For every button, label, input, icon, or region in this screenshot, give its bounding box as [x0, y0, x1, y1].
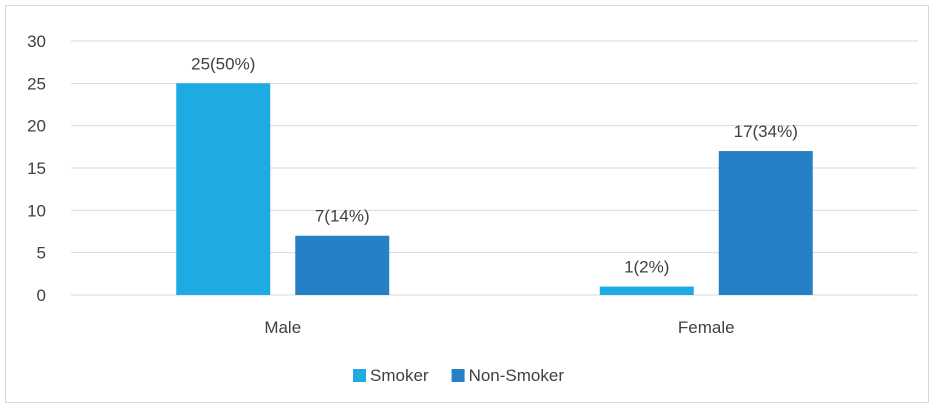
- y-tick-label: 5: [37, 244, 46, 263]
- y-tick-label: 15: [27, 159, 46, 178]
- data-labels: 25(50%) 7(14%) 1(2%) 17(34%): [191, 54, 798, 276]
- bar-chart: 0 5 10 15 20 25 30 25(50%) 7(14%) 1(2%) 17(34%) M…: [27, 32, 918, 385]
- bar-smoker-male: [176, 83, 271, 295]
- data-label: 1(2%): [624, 258, 669, 277]
- legend: Smoker Non-Smoker: [353, 366, 564, 385]
- legend-swatch: [451, 369, 465, 382]
- y-tick-label: 20: [27, 117, 46, 136]
- chart-frame: 0 5 10 15 20 25 30 25(50%) 7(14%) 1(2%) 17(34%) M…: [5, 5, 929, 403]
- y-axis-ticks: 0 5 10 15 20 25 30: [27, 32, 46, 305]
- x-category-label: Female: [678, 318, 735, 337]
- legend-label: Non-Smoker: [469, 366, 565, 385]
- data-label: 25(50%): [191, 54, 255, 73]
- bars: [176, 83, 813, 295]
- y-tick-label: 0: [37, 286, 46, 305]
- bar-non-smoker-female: [718, 151, 813, 295]
- bar-smoker-female: [599, 286, 694, 295]
- y-tick-label: 25: [27, 74, 46, 93]
- y-tick-label: 10: [27, 201, 46, 220]
- legend-label: Smoker: [370, 366, 429, 385]
- x-category-label: Male: [264, 318, 301, 337]
- legend-swatch: [353, 369, 366, 382]
- y-tick-label: 30: [27, 32, 46, 51]
- x-axis-categories: Male Female: [264, 318, 734, 337]
- data-label: 17(34%): [734, 122, 798, 141]
- data-label: 7(14%): [315, 207, 370, 226]
- bar-non-smoker-male: [295, 235, 390, 295]
